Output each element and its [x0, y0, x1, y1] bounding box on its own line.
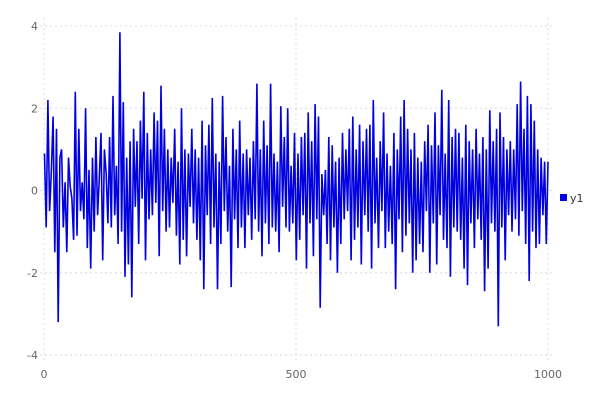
legend-label-y1: y1 — [570, 192, 584, 205]
legend-swatch-y1 — [560, 194, 567, 201]
y-tick-label: -2 — [27, 267, 38, 280]
y-tick-label: 4 — [31, 20, 38, 33]
x-tick-label: 0 — [41, 368, 48, 381]
y-tick-label: 0 — [31, 185, 38, 198]
series-line-y1 — [43, 32, 549, 327]
legend[interactable]: y1 — [560, 192, 584, 205]
x-tick-label: 1000 — [534, 368, 562, 381]
tick-labels: 420-2-40 500 1000 — [27, 20, 562, 381]
y-tick-label: -4 — [27, 349, 38, 362]
series-layer — [43, 32, 549, 327]
y-tick-label: 2 — [31, 102, 38, 115]
x-tick-label: 500 — [286, 368, 307, 381]
